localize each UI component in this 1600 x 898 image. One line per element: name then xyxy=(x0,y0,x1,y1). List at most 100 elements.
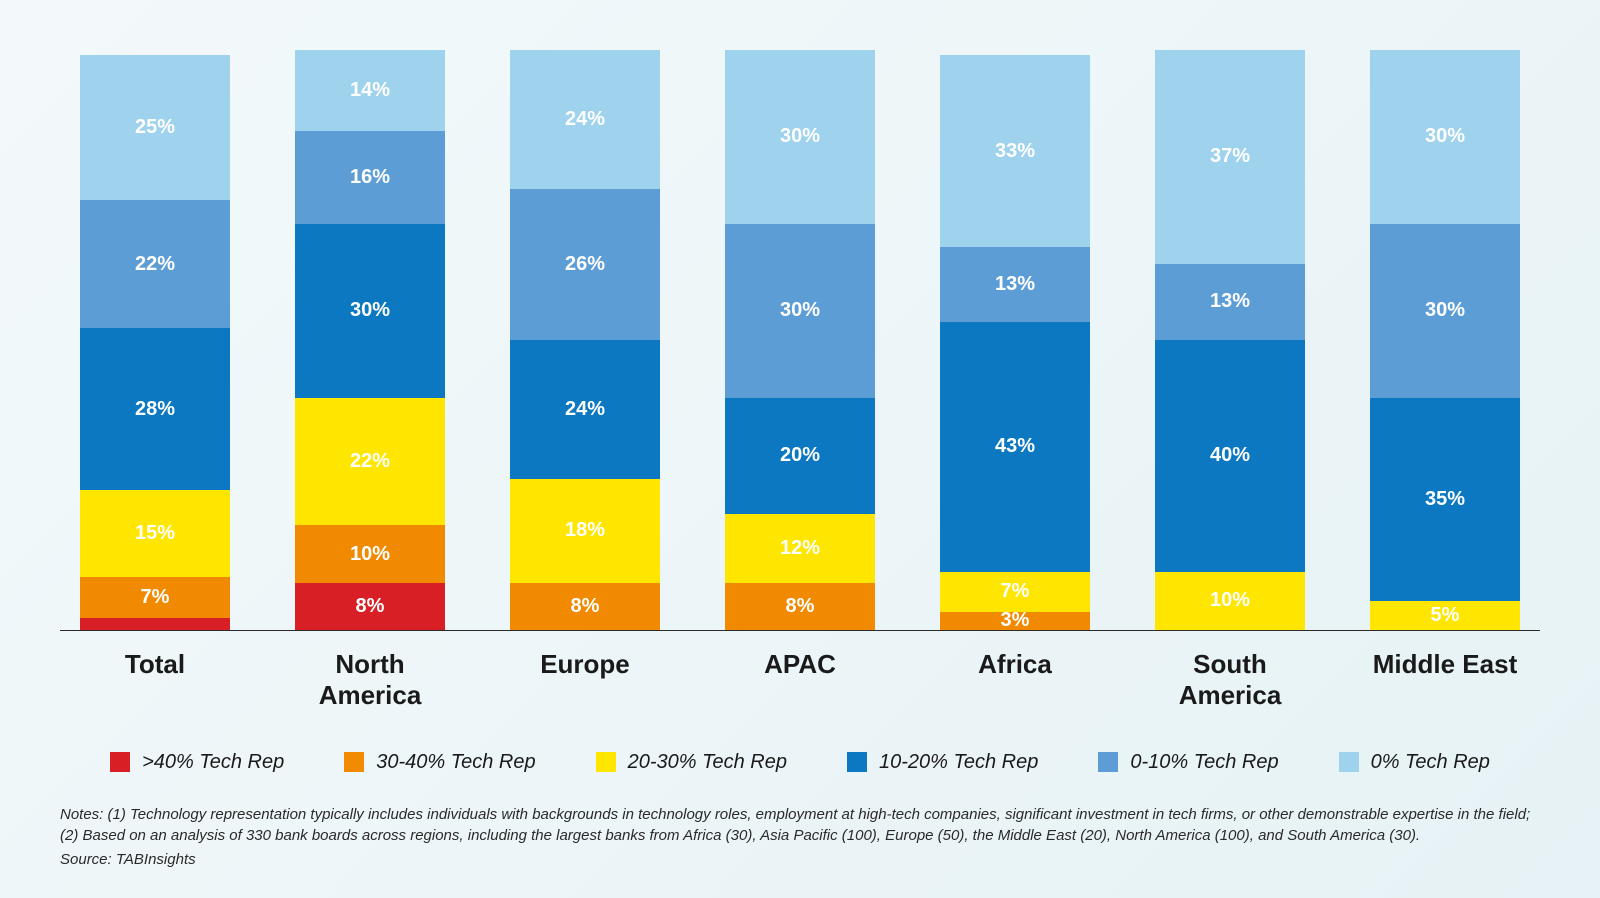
category-label: North America xyxy=(285,649,455,711)
legend-item: 30-40% Tech Rep xyxy=(344,751,535,774)
legend-item: 0-10% Tech Rep xyxy=(1098,751,1278,774)
legend-swatch xyxy=(1098,752,1118,772)
bar-segment: 8% xyxy=(295,583,445,629)
bar-segment: 12% xyxy=(725,514,875,584)
segment-value-label: 37% xyxy=(1210,145,1250,168)
bar-segment: 20% xyxy=(725,398,875,514)
legend-swatch xyxy=(1339,752,1359,772)
segment-value-label: 26% xyxy=(565,253,605,276)
legend-item: 10-20% Tech Rep xyxy=(847,751,1038,774)
segment-value-label: 33% xyxy=(995,140,1035,163)
segment-value-label: 5% xyxy=(1431,604,1460,627)
segment-value-label: 18% xyxy=(565,519,605,542)
bar-segment: 30% xyxy=(1370,224,1520,398)
bar-segment: 7% xyxy=(80,577,230,618)
chart-plot-area: 2% 7% 15% 28% 22% 25% 8% 10% 22% 30% 16% 14% 8% 18% 24… xyxy=(60,40,1540,631)
bar-segment: 15% xyxy=(80,490,230,577)
legend-item: >40% Tech Rep xyxy=(110,751,284,774)
bar-segment: 13% xyxy=(940,247,1090,322)
bar-segment: 24% xyxy=(510,50,660,189)
bar-segment: 26% xyxy=(510,189,660,340)
segment-value-label: 15% xyxy=(135,522,175,545)
category-label: Europe xyxy=(500,649,670,711)
bar-column: 8% 12% 20% 30% 30% xyxy=(715,50,885,630)
segment-value-label: 3% xyxy=(1001,609,1030,632)
bar-column: 5% 35% 30% 30% xyxy=(1360,50,1530,630)
segment-value-label: 35% xyxy=(1425,488,1465,511)
bar-column: 8% 10% 22% 30% 16% 14% xyxy=(285,50,455,630)
bar-segment: 35% xyxy=(1370,398,1520,601)
segment-value-label: 30% xyxy=(1425,125,1465,148)
bar-segment: 28% xyxy=(80,328,230,490)
bar-column: 8% 18% 24% 26% 24% xyxy=(500,50,670,630)
legend-swatch xyxy=(110,752,130,772)
stacked-bar: 8% 10% 22% 30% 16% 14% xyxy=(295,50,445,630)
segment-value-label: 30% xyxy=(350,299,390,322)
segment-value-label: 24% xyxy=(565,398,605,421)
bar-segment: 33% xyxy=(940,55,1090,246)
bar-segment: 25% xyxy=(80,55,230,200)
category-labels-row: TotalNorth AmericaEuropeAPACAfricaSouth … xyxy=(60,631,1540,711)
footnote-line-2: (2) Based on an analysis of 330 bank boa… xyxy=(60,825,1540,847)
bar-segment: 10% xyxy=(295,525,445,583)
segment-value-label: 30% xyxy=(1425,299,1465,322)
segment-value-label: 13% xyxy=(1210,290,1250,313)
segment-value-label: 7% xyxy=(1001,580,1030,603)
footnotes: Notes: (1) Technology representation typ… xyxy=(60,804,1540,848)
segment-value-label: 12% xyxy=(780,537,820,560)
segment-value-label: 24% xyxy=(565,108,605,131)
legend-label: 0% Tech Rep xyxy=(1371,751,1490,774)
bar-segment: 14% xyxy=(295,50,445,131)
bar-column: 2% 7% 15% 28% 22% 25% xyxy=(70,55,240,629)
bar-segment: 43% xyxy=(940,322,1090,571)
bar-segment: 30% xyxy=(1370,50,1520,224)
legend-item: 20-30% Tech Rep xyxy=(596,751,787,774)
stacked-bar: 8% 18% 24% 26% 24% xyxy=(510,50,660,630)
segment-value-label: 25% xyxy=(135,116,175,139)
segment-value-label: 10% xyxy=(1210,589,1250,612)
bar-segment: 22% xyxy=(295,398,445,526)
category-label: Africa xyxy=(930,649,1100,711)
bar-segment: 16% xyxy=(295,131,445,224)
bar-column: 3% 7% 43% 13% 33% xyxy=(930,55,1100,629)
legend-swatch xyxy=(847,752,867,772)
bar-segment: 8% xyxy=(725,583,875,629)
bar-segment: 22% xyxy=(80,200,230,328)
bar-segment: 2% xyxy=(80,618,230,630)
bar-segment: 7% xyxy=(940,572,1090,613)
bar-segment: 30% xyxy=(725,50,875,224)
legend: >40% Tech Rep 30-40% Tech Rep 20-30% Tech … xyxy=(60,751,1540,774)
chart-canvas: 2% 7% 15% 28% 22% 25% 8% 10% 22% 30% 16% 14% 8% 18% 24… xyxy=(0,0,1600,898)
stacked-bar: 5% 35% 30% 30% xyxy=(1370,50,1520,630)
segment-value-label: 8% xyxy=(786,595,815,618)
footnote-line-1: Notes: (1) Technology representation typ… xyxy=(60,804,1540,826)
segment-value-label: 13% xyxy=(995,273,1035,296)
segment-value-label: 10% xyxy=(350,543,390,566)
segment-value-label: 30% xyxy=(780,299,820,322)
source-line: Source: TABInsights xyxy=(60,851,1540,868)
segment-value-label: 40% xyxy=(1210,444,1250,467)
segment-value-label: 8% xyxy=(571,595,600,618)
segment-value-label: 14% xyxy=(350,79,390,102)
stacked-bar: 2% 7% 15% 28% 22% 25% xyxy=(80,55,230,629)
legend-label: 0-10% Tech Rep xyxy=(1130,751,1278,774)
stacked-bar: 3% 7% 43% 13% 33% xyxy=(940,55,1090,629)
segment-value-label: 7% xyxy=(141,586,170,609)
bar-segment: 5% xyxy=(1370,601,1520,630)
bar-segment: 3% xyxy=(940,612,1090,629)
bar-segment: 24% xyxy=(510,340,660,479)
segment-value-label: 22% xyxy=(350,450,390,473)
legend-swatch xyxy=(344,752,364,772)
segment-value-label: 43% xyxy=(995,435,1035,458)
segment-value-label: 22% xyxy=(135,253,175,276)
segment-value-label: 28% xyxy=(135,398,175,421)
category-label: APAC xyxy=(715,649,885,711)
category-label: Middle East xyxy=(1360,649,1530,711)
bar-segment: 8% xyxy=(510,583,660,629)
legend-item: 0% Tech Rep xyxy=(1339,751,1490,774)
legend-label: 20-30% Tech Rep xyxy=(628,751,787,774)
segment-value-label: 8% xyxy=(356,595,385,618)
bar-segment: 10% xyxy=(1155,572,1305,630)
legend-label: 30-40% Tech Rep xyxy=(376,751,535,774)
segment-value-label: 20% xyxy=(780,444,820,467)
